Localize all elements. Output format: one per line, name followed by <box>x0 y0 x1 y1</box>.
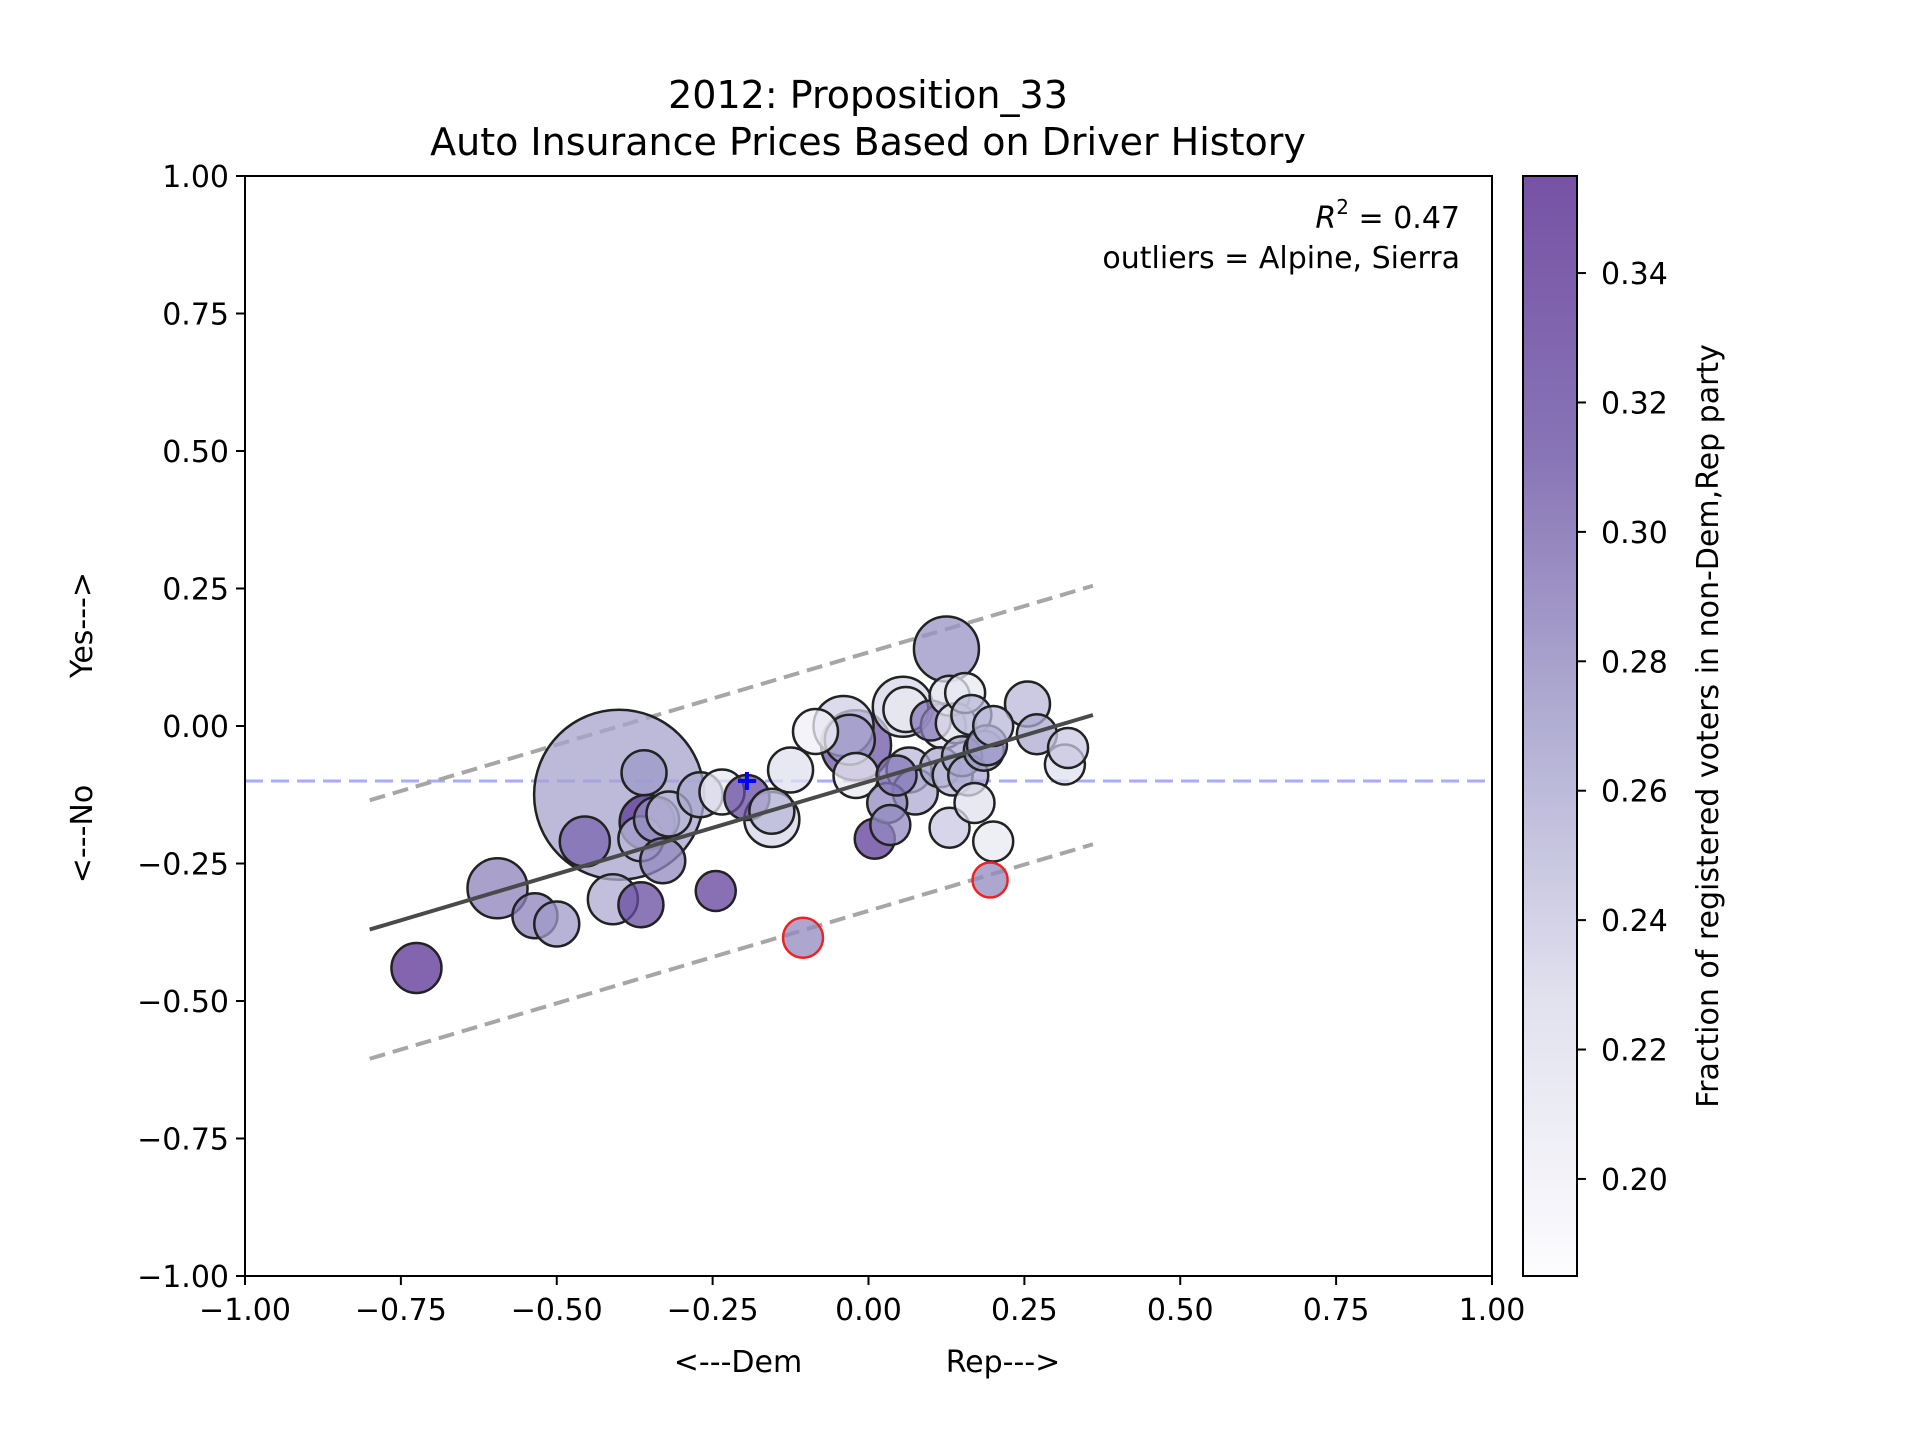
colorbar-tick-label: 0.34 <box>1601 257 1668 292</box>
data-point <box>694 869 737 913</box>
colorbar-label: Fraction of registered voters in non-Dem… <box>1691 344 1726 1108</box>
x-tick-label: 0.25 <box>991 1293 1058 1328</box>
plot-area <box>245 583 1492 1061</box>
r-squared-annotation: R2 = 0.47 <box>1315 195 1460 236</box>
outlier-point <box>781 916 825 959</box>
regression-line <box>369 713 1094 932</box>
x-tick-label: 0.50 <box>1147 1293 1214 1328</box>
x-tick-label: −0.50 <box>511 1293 603 1328</box>
data-point <box>791 707 840 756</box>
r-squared-value: = 0.47 <box>1349 201 1460 236</box>
y-tick-label: −0.50 <box>137 985 229 1020</box>
x-tick-label: 0.00 <box>835 1293 902 1328</box>
colorbar-frame <box>1522 175 1578 1277</box>
colorbar-tick-label: 0.22 <box>1601 1034 1668 1069</box>
x-tick-label: −0.75 <box>355 1293 447 1328</box>
x-tick-label: 0.75 <box>1303 1293 1370 1328</box>
y-tick-label: 0.00 <box>162 710 229 745</box>
y-tick-label: −0.75 <box>137 1123 229 1158</box>
colorbar-tick-label: 0.24 <box>1601 904 1668 939</box>
data-point <box>390 941 443 995</box>
data-point <box>953 781 996 825</box>
data-point <box>766 746 815 794</box>
y-tick-label: 1.00 <box>162 160 229 195</box>
y-tick-label: −1.00 <box>137 1260 229 1295</box>
data-point <box>971 820 1015 863</box>
x-tick-label: −0.25 <box>667 1293 759 1328</box>
colorbar-tick-label: 0.32 <box>1601 386 1668 421</box>
colorbar-tick-label: 0.28 <box>1601 645 1668 680</box>
outlier-point <box>971 861 1009 899</box>
y-tick-label: 0.25 <box>162 573 229 608</box>
data-point <box>466 857 529 920</box>
x-tick-label: −1.00 <box>199 1293 291 1328</box>
x-axis-label-dem: <---Dem <box>674 1345 802 1380</box>
chart-title: 2012: Proposition_33 <box>668 73 1068 117</box>
y-axis-label-yes: Yes---> <box>65 572 100 679</box>
data-point <box>869 803 912 847</box>
x-axis-label-rep: Rep---> <box>946 1345 1061 1380</box>
colorbar-axis: 0.20 0.22 0.24 0.26 0.28 0.30 0.32 0.34 <box>1577 257 1668 1198</box>
data-point <box>617 881 665 929</box>
r-squared-exponent: 2 <box>1336 195 1349 219</box>
colorbar-tick-label: 0.26 <box>1601 775 1668 810</box>
y-axis: −1.00 −0.75 −0.50 −0.25 0.00 0.25 0.50 0.75 1.00 <box>137 160 245 1295</box>
y-tick-label: −0.25 <box>137 848 229 883</box>
y-axis-label-no: <---No <box>65 785 100 883</box>
data-point <box>638 837 687 885</box>
colorbar-gradient <box>1523 176 1577 1276</box>
colorbar-tick-label: 0.30 <box>1601 516 1668 551</box>
data-point <box>875 754 918 797</box>
data-point <box>533 900 581 948</box>
upper-band-line <box>369 583 1094 803</box>
chart-subtitle: Auto Insurance Prices Based on Driver Hi… <box>430 120 1306 164</box>
data-point <box>620 749 668 797</box>
data-point <box>1046 726 1090 770</box>
r-squared-symbol: R <box>1315 201 1336 236</box>
y-tick-label: 0.75 <box>162 298 229 333</box>
outliers-annotation: outliers = Alpine, Sierra <box>1102 241 1460 276</box>
y-tick-label: 0.50 <box>162 435 229 470</box>
colorbar-tick-label: 0.20 <box>1601 1163 1668 1198</box>
x-axis: −1.00 −0.75 −0.50 −0.25 0.00 0.25 0.50 0.75 1.00 <box>199 1276 1525 1328</box>
x-tick-label: 1.00 <box>1459 1293 1526 1328</box>
data-point <box>912 615 981 683</box>
